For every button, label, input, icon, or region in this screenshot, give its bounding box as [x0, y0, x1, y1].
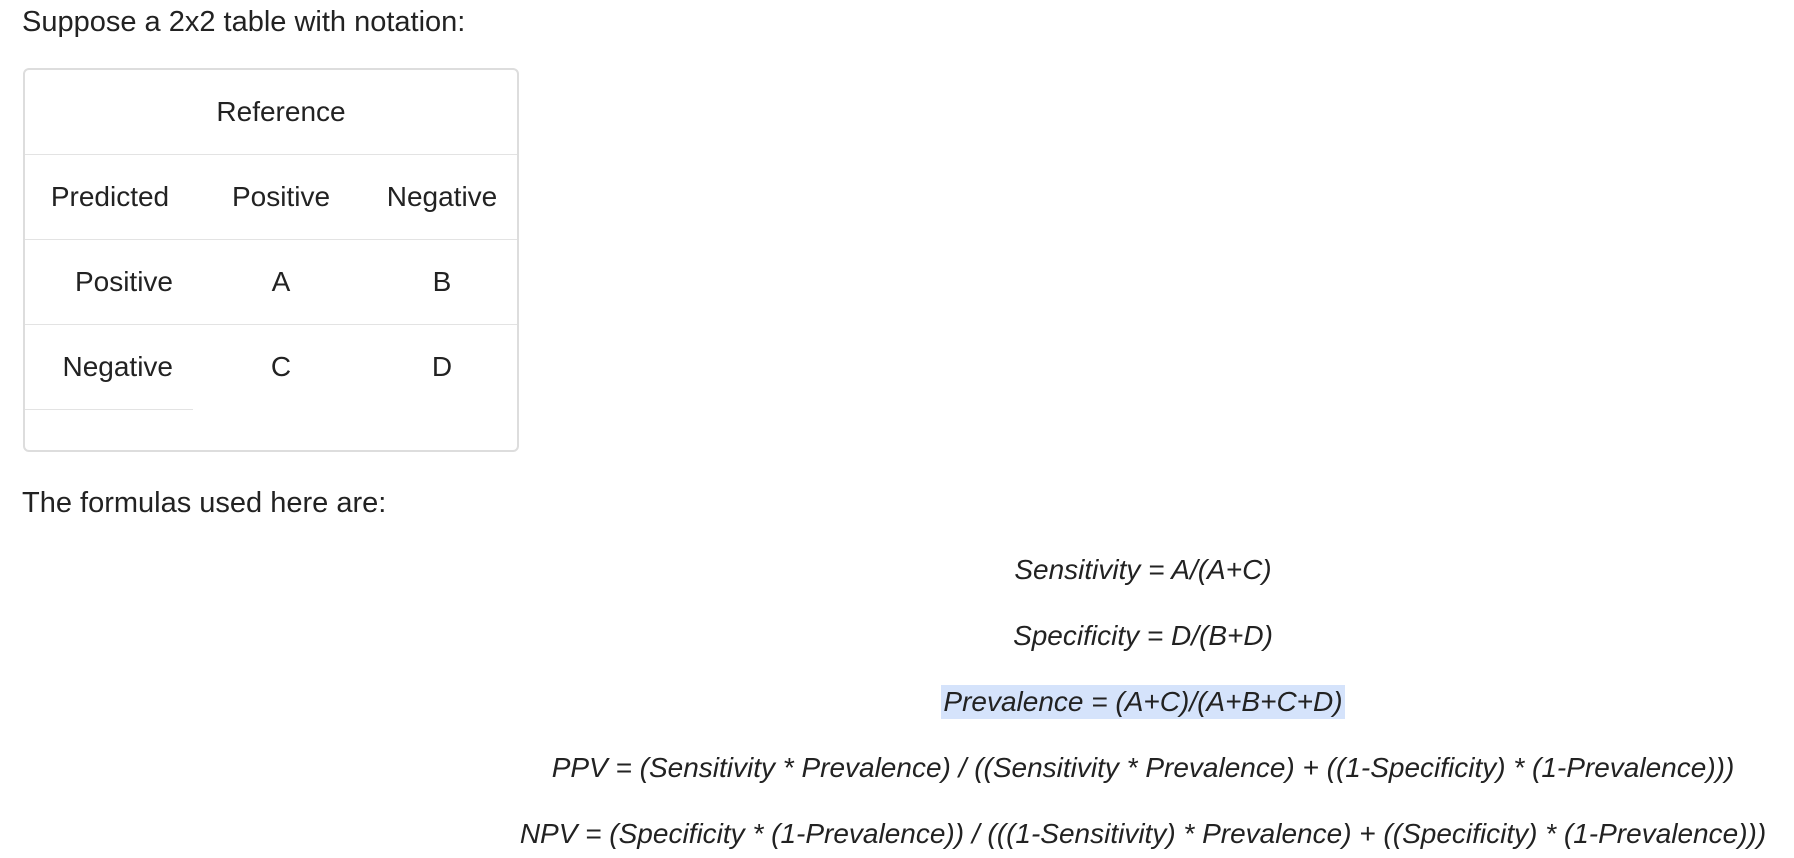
header-negative: Negative — [386, 181, 498, 212]
table-reference-row: Reference — [25, 70, 517, 154]
table-cell: A — [271, 266, 291, 297]
table-cell: C — [270, 351, 292, 382]
formula-text: PPV = (Sensitivity * Prevalence) / ((Sen… — [551, 752, 1735, 783]
formula-ppv: PPV = (Sensitivity * Prevalence) / ((Sen… — [0, 751, 1794, 785]
reference-header: Reference — [216, 96, 346, 127]
formula-npv: NPV = (Specificity * (1-Prevalence)) / (… — [0, 817, 1794, 851]
table-divider — [25, 239, 517, 240]
header-positive: Positive — [231, 181, 331, 212]
table-divider — [25, 409, 193, 410]
row-label: Negative — [25, 325, 195, 409]
table-cell: B — [432, 266, 452, 297]
formulas-intro-text: The formulas used here are: — [22, 487, 387, 519]
header-predicted: Predicted — [50, 181, 170, 212]
row-label: Positive — [25, 240, 195, 324]
table-divider — [25, 324, 517, 325]
notation-table: Reference Predicted Positive Negative Po… — [23, 68, 519, 452]
row-label-text: Positive — [74, 266, 173, 297]
table-row: Negative C D — [25, 325, 517, 409]
formula-text-selected: Prevalence = (A+C)/(A+B+C+D) — [941, 685, 1345, 719]
formula-prevalence: Prevalence = (A+C)/(A+B+C+D) — [0, 685, 1794, 719]
table-header-row: Predicted Positive Negative — [25, 155, 517, 239]
table-cell: D — [431, 351, 453, 382]
intro-text: Suppose a 2x2 table with notation: — [22, 6, 466, 38]
formula-text: NPV = (Specificity * (1-Prevalence)) / (… — [519, 818, 1767, 849]
formula-specificity: Specificity = D/(B+D) — [0, 619, 1794, 653]
table-row: Positive A B — [25, 240, 517, 324]
table-divider — [25, 154, 517, 155]
formula-text: Sensitivity = A/(A+C) — [1014, 554, 1272, 585]
row-label-text: Negative — [62, 351, 173, 382]
formula-sensitivity: Sensitivity = A/(A+C) — [0, 553, 1794, 587]
formula-text: Specificity = D/(B+D) — [1013, 620, 1273, 651]
